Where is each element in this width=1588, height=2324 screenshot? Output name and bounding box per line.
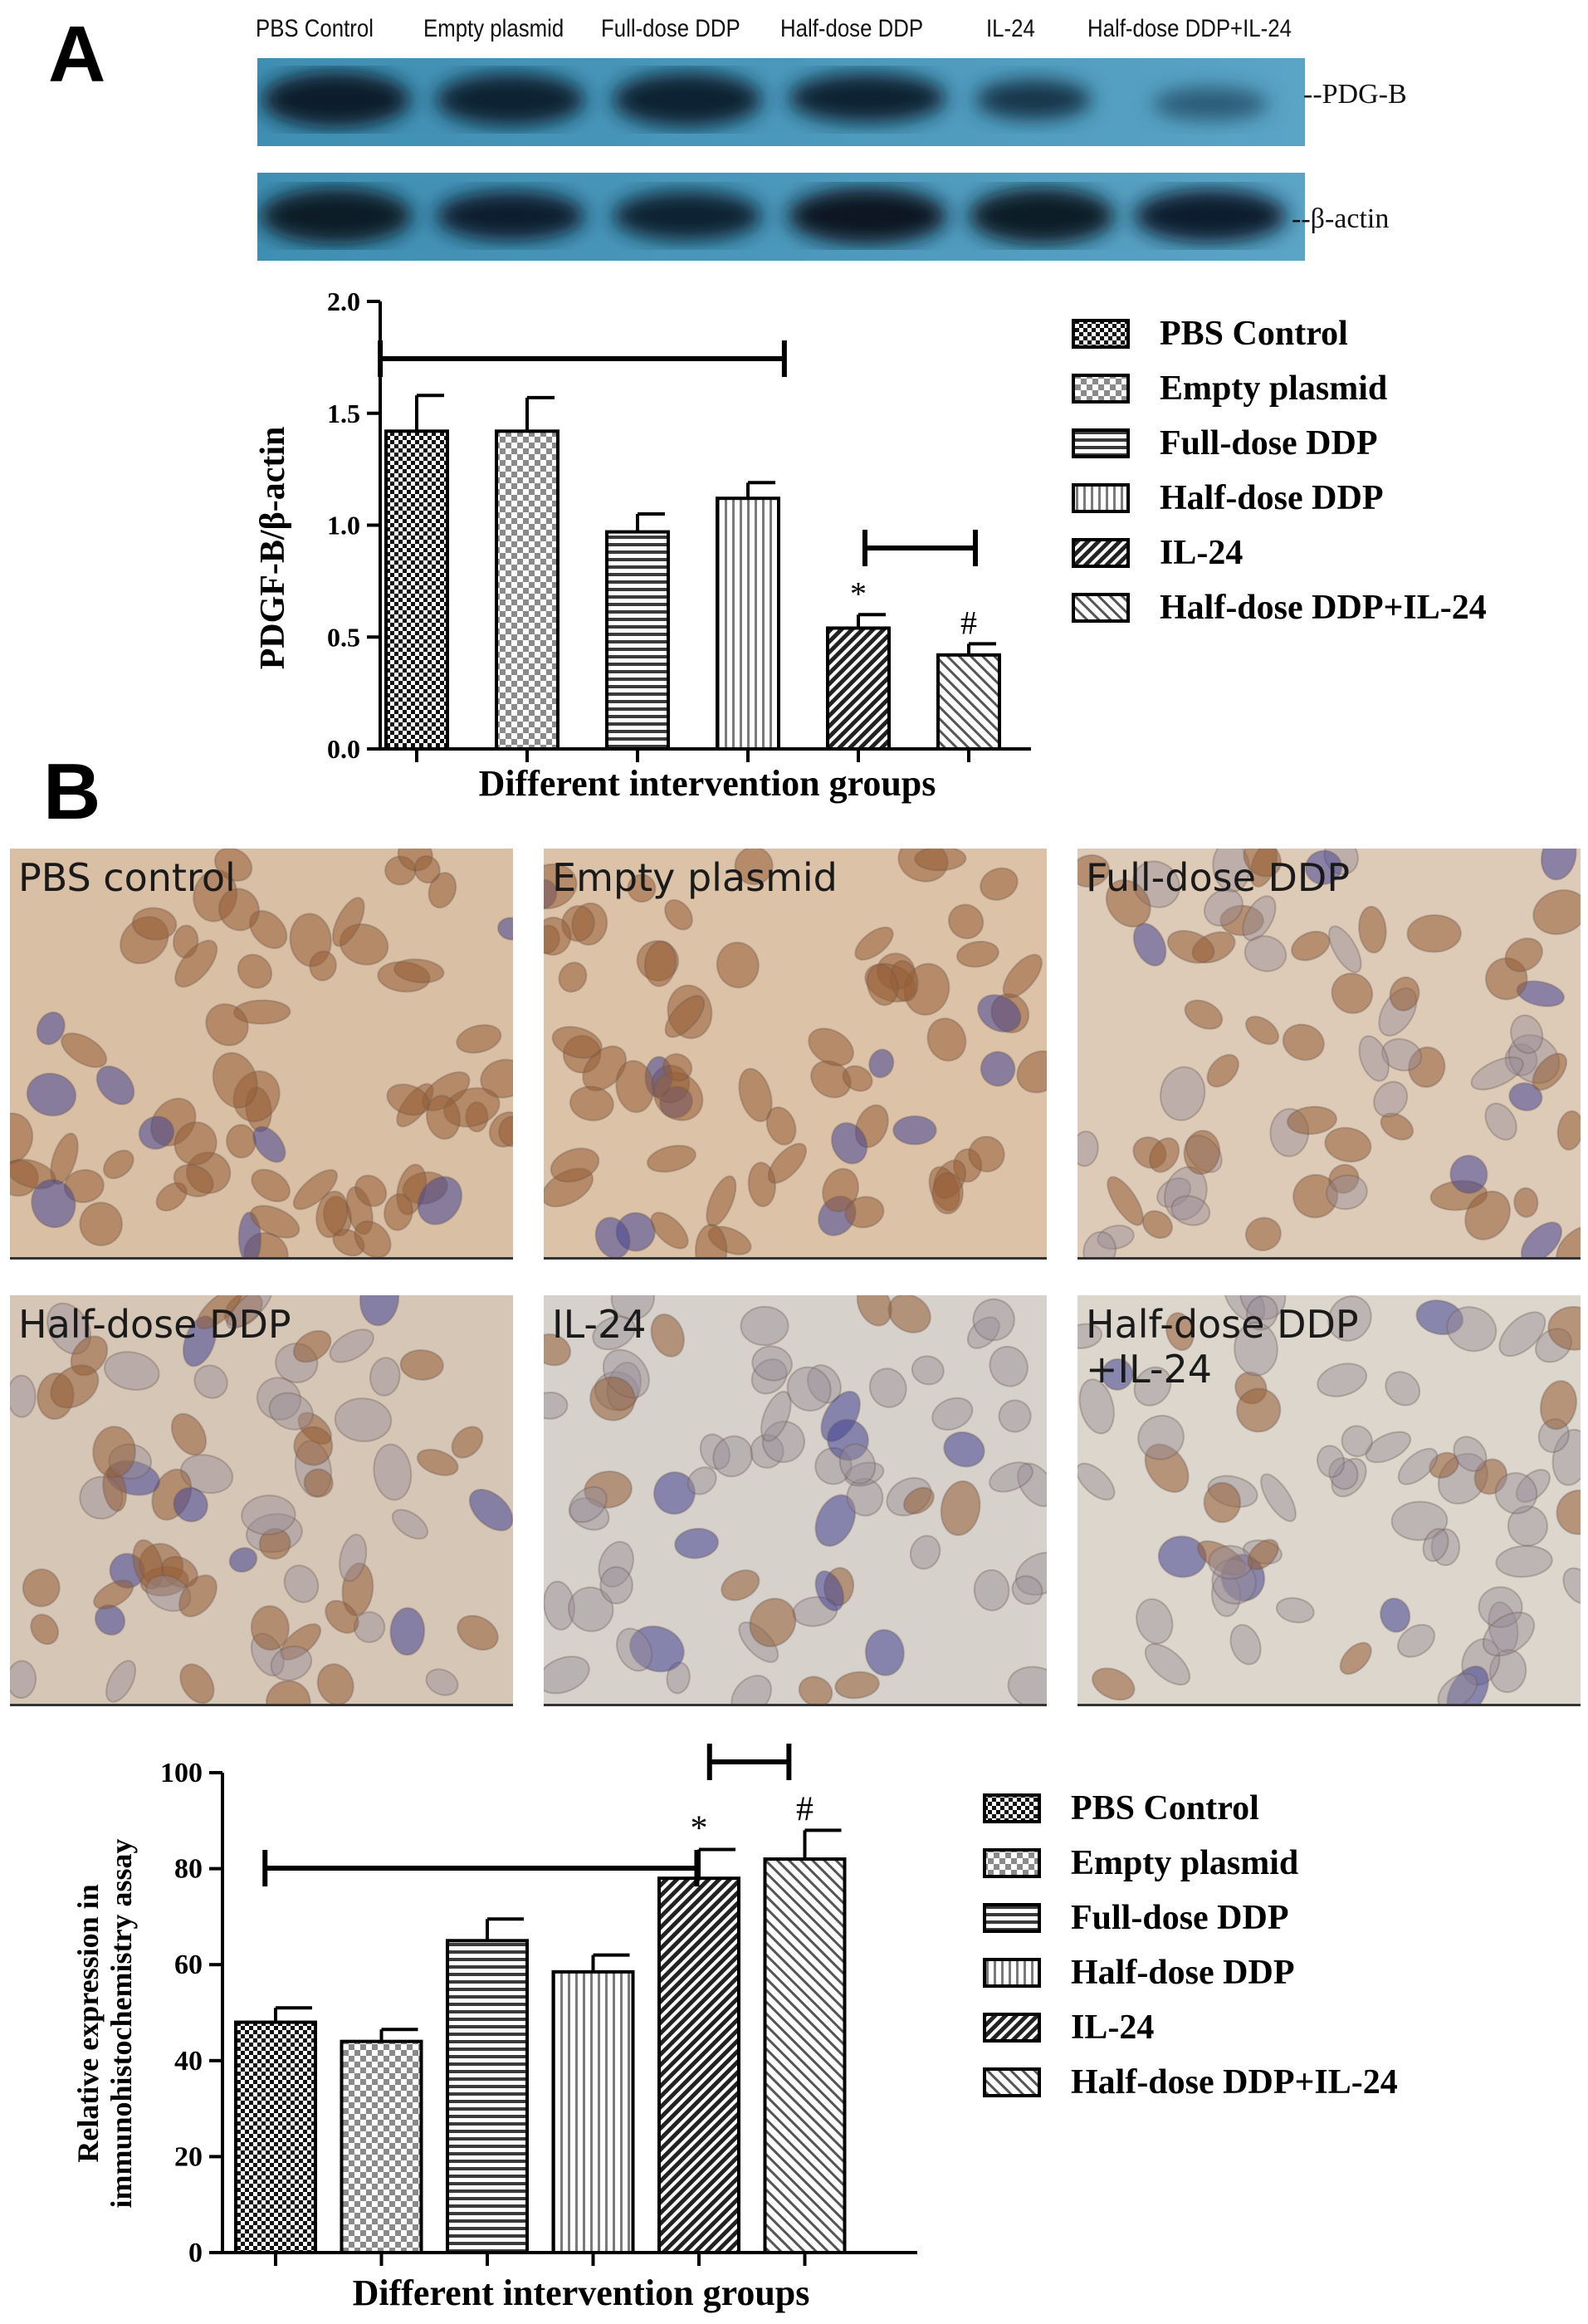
legend-label: Half-dose DDP+IL-24 [1071,2063,1398,2101]
blot-strip-beta-actin [257,173,1305,261]
bar [384,429,449,751]
bar [234,2020,317,2254]
micrograph-label: Full-dose DDP [1086,855,1351,900]
y-tick-label: 1.5 [327,399,360,428]
bar [340,2039,423,2254]
legend-label: PBS Control [1160,315,1348,353]
micrograph-image [10,1295,513,1704]
micrograph-half-dose-ddp-il-24: Half-dose DDP +IL-24 [1077,1295,1581,1706]
micrograph-label: Half-dose DDP +IL-24 [1086,1302,1359,1392]
x-axis-label: Different intervention groups [353,2273,810,2313]
lane-label: Half-dose DDP [780,15,924,42]
lane-label: Empty plasmid [423,15,564,42]
y-tick-label: 0 [188,2238,203,2268]
micrograph-il-24: IL-24 [544,1295,1047,1706]
x-axis-label: Different intervention groups [479,763,936,804]
bar [605,530,670,751]
bar [716,497,780,751]
legend-swatch [1072,374,1130,404]
band-label-beta-actin: --β-actin [1292,203,1390,234]
legend-swatch [1072,483,1130,513]
y-tick-label: 0.0 [327,734,360,764]
legend-label: IL-24 [1071,2008,1154,2047]
micrograph-full-dose-ddp: Full-dose DDP [1077,849,1581,1260]
y-tick-label: 40 [174,2046,203,2077]
lane-label: IL-24 [986,15,1035,42]
y-tick-label: 60 [174,1950,203,1980]
legend-label: Empty plasmid [1071,1844,1298,1882]
bar [763,1857,847,2254]
y-tick-label: 20 [174,2141,203,2172]
y-tick-label: 100 [160,1758,203,1788]
chart-a: 0.0 0.5 1.0 1.5 2.0 * # Different intervention … [254,286,1487,804]
chart-b: 0 20 40 60 80 100 * # Different intervention gro… [71,1744,1398,2313]
legend-swatch [983,2067,1041,2097]
blot-strip-pdgfb [257,58,1305,146]
legend-label: Empty plasmid [1160,369,1387,408]
y-axis-label: Relative expression inimmunohistochemist… [71,1838,138,2208]
legend-label: Full-dose DDP [1160,424,1378,462]
legend-label: PBS Control [1071,1789,1259,1827]
legend-swatch [983,2013,1041,2043]
band-label-pdgfb: --PDG-B [1303,79,1407,110]
legend-label: Full-dose DDP [1071,1899,1289,1937]
micrograph-image [1077,1295,1581,1704]
y-axis-label: PDGF-B/β-actin [254,427,292,670]
legend-swatch [1072,593,1130,623]
micrograph-pbs-control: PBS control [10,849,513,1260]
y-tick-label: 0.5 [327,622,360,652]
bar [826,626,891,751]
bar [936,653,1001,751]
panel-letter-a: A [48,10,106,99]
legend-label: IL-24 [1160,534,1243,572]
micrograph-image [10,849,513,1257]
micrograph-label: PBS control [18,855,236,900]
legend-swatch [983,1793,1041,1823]
lane-label: PBS Control [256,15,374,42]
significance-marker: # [960,604,977,641]
lane-label: Half-dose DDP+IL-24 [1087,15,1292,42]
y-tick-label: 2.0 [327,286,360,316]
legend-label: Half-dose DDP [1160,479,1383,517]
micrograph-image [544,1295,1047,1704]
legend-swatch [983,1903,1041,1933]
significance-marker: * [850,575,867,612]
legend-label: Half-dose DDP [1071,1954,1294,1992]
legend-swatch [983,1848,1041,1878]
micrograph-image [544,849,1047,1257]
bar [657,1876,740,2254]
panel-letter-b: B [43,747,101,836]
bar [551,1969,635,2254]
bar [495,429,559,751]
western-blot [257,58,1305,261]
bar [446,1939,529,2254]
legend-label: Half-dose DDP+IL-24 [1160,589,1487,627]
y-tick-label: 1.0 [327,511,360,541]
legend-swatch [1072,319,1130,349]
lane-label: Full-dose DDP [601,15,740,42]
micrograph-image [1077,849,1581,1257]
legend-swatch [1072,428,1130,458]
micrograph-half-dose-ddp: Half-dose DDP [10,1295,513,1706]
micrograph-label: IL-24 [552,1302,647,1347]
significance-marker: * [691,1809,708,1847]
legend-swatch [1072,538,1130,568]
legend-swatch [983,1958,1041,1988]
y-tick-label: 80 [174,1854,203,1885]
micrograph-label: Half-dose DDP [18,1302,291,1347]
significance-marker: # [796,1790,814,1828]
micrograph-empty-plasmid: Empty plasmid [544,849,1047,1260]
micrograph-label: Empty plasmid [552,855,838,900]
